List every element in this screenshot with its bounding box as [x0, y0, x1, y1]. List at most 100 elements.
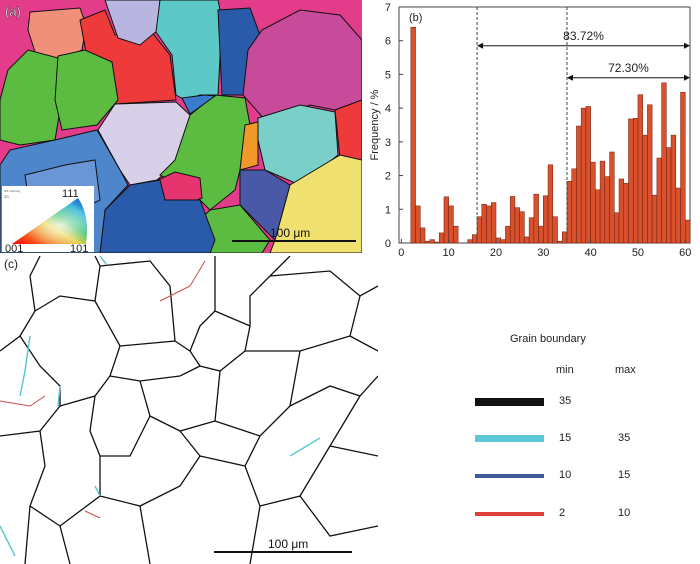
legend-swatch-blue: [475, 474, 544, 478]
x-tick-label: 40: [585, 247, 597, 259]
arrow-head-left: [566, 74, 573, 81]
x-tick-label: 60: [679, 247, 691, 259]
annotation-label: 83.72%: [563, 29, 604, 43]
legend-swatch-red: [475, 512, 544, 516]
histogram-bar: [647, 104, 653, 244]
histogram-bar: [514, 207, 520, 244]
legend-swatch-black: [475, 398, 544, 406]
legend-max: 10: [618, 507, 631, 519]
histogram-bar: [524, 236, 530, 244]
legend-col-max: max: [615, 364, 636, 376]
histogram-bar: [538, 225, 544, 244]
legend-min: 15: [559, 432, 572, 444]
x-tick-label: 50: [632, 247, 644, 259]
histogram-bar: [448, 205, 454, 244]
histogram-bar: [666, 147, 672, 244]
histogram-bar: [453, 225, 459, 244]
histogram-bar: [670, 134, 677, 244]
grain: [239, 169, 291, 241]
histogram-bar: [566, 181, 572, 244]
panel-b-label: (b): [409, 12, 422, 24]
histogram-bar: [580, 107, 587, 244]
ipf-color-key: IPF coloring Z0 111 001 101: [2, 186, 94, 253]
histogram-bar: [509, 196, 516, 244]
histogram-bar: [424, 241, 431, 244]
y-tick-label: 1: [385, 204, 391, 216]
legend-swatch-cyan: [475, 435, 544, 442]
histogram-bar: [628, 118, 634, 244]
legend-title: Grain boundary: [510, 333, 586, 345]
histogram-bar: [486, 205, 492, 244]
scale-bar-label: 100 μm: [268, 537, 308, 551]
legend-min: 35: [559, 395, 572, 407]
histogram-bar: [599, 160, 606, 244]
histogram-bar: [680, 92, 686, 244]
histogram-bar: [675, 187, 681, 244]
x-tick-label: 20: [490, 247, 502, 259]
histogram-bar: [429, 239, 435, 244]
legend-col-min: min: [556, 364, 574, 376]
arrow-head-right: [684, 42, 690, 49]
histogram-bar: [618, 178, 625, 244]
y-tick-label: 6: [385, 36, 391, 48]
ipf-001-label: 001: [5, 243, 23, 253]
histogram-bar: [410, 26, 416, 244]
ipf-axis: Z0: [4, 194, 9, 199]
histogram-bar: [576, 125, 582, 244]
panel-a-label: (a): [5, 4, 21, 19]
grain: [181, 94, 217, 115]
histogram-bar: [533, 193, 539, 244]
histogram-bar: [642, 134, 648, 244]
y-tick-label: 5: [385, 69, 391, 81]
legend-min: 10: [559, 469, 572, 481]
grain-boundary-map: (c) 100 μm: [0, 256, 378, 564]
histogram-bar: [467, 239, 473, 244]
legend-max: 15: [618, 469, 631, 481]
histogram-bar: [604, 176, 610, 244]
boundaries-high-angle: [0, 256, 378, 564]
histogram-bar: [491, 202, 497, 244]
histogram-bar: [495, 237, 501, 244]
ipf-orientation-map: (a) IPF coloring Z0 111 001 101 100 μm: [0, 0, 362, 253]
grain: [99, 179, 216, 253]
x-tick-label: 10: [443, 247, 455, 259]
histogram-bar: [519, 211, 525, 244]
histogram-bar: [543, 195, 549, 244]
histogram-bar: [505, 225, 511, 244]
boundaries-2-10: [0, 260, 206, 519]
boundaries-15-35: [0, 256, 321, 557]
legend-max: 35: [618, 432, 631, 444]
misorientation-histogram: 010203040506001234567Misorientation / (°…: [369, 2, 691, 259]
grain: [334, 99, 362, 161]
arrow-head-left: [477, 42, 484, 49]
histogram-bar: [528, 217, 535, 244]
histogram-bar: [609, 151, 615, 244]
arrow-head-right: [684, 74, 690, 81]
histogram-bar: [632, 118, 639, 244]
histogram-bar: [481, 203, 487, 244]
histogram-bar: [656, 157, 662, 244]
histogram-bar: [595, 189, 601, 244]
grain: [239, 121, 259, 171]
histogram-bar: [590, 161, 596, 244]
histogram-bar: [415, 205, 421, 244]
grain: [104, 0, 161, 46]
x-tick-label: 0: [398, 247, 404, 259]
annotation-label: 72.30%: [608, 61, 649, 75]
histogram-bar: [637, 94, 643, 244]
ipf-101-label: 101: [70, 243, 88, 253]
histogram-bar: [500, 239, 506, 244]
histogram-bar: [651, 194, 658, 244]
legend-min: 2: [559, 507, 566, 519]
y-tick-label: 0: [385, 238, 391, 250]
y-tick-label: 3: [385, 137, 391, 149]
y-tick-label: 4: [385, 103, 391, 115]
scale-bar-label: 100 μm: [270, 226, 310, 240]
histogram-bar: [623, 183, 629, 244]
y-axis-label: Frequency / %: [369, 89, 381, 160]
histogram-bar: [552, 216, 558, 244]
y-tick-label: 7: [385, 2, 391, 14]
histogram-bar: [476, 216, 483, 244]
histogram-bar: [420, 227, 426, 244]
histogram-bar: [685, 219, 691, 244]
